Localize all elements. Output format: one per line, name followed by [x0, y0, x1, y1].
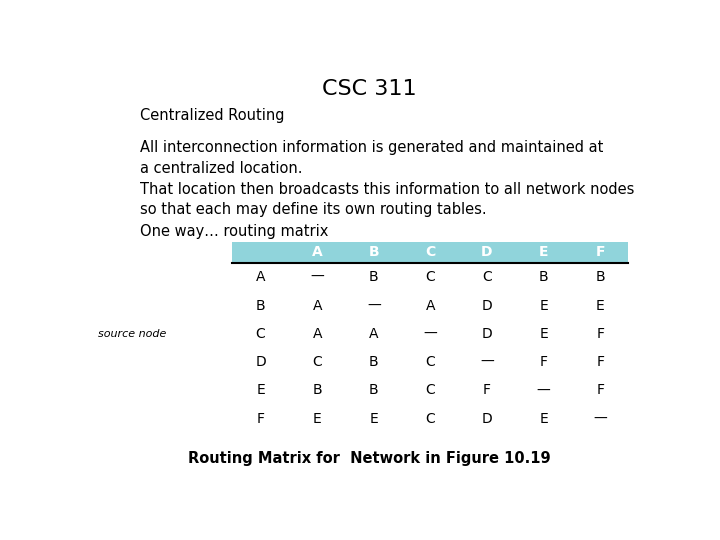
Text: —: — [480, 355, 494, 369]
Text: F: F [596, 327, 604, 341]
Text: —: — [593, 411, 607, 426]
Text: A: A [312, 299, 322, 313]
Text: B: B [369, 271, 379, 284]
Text: B: B [595, 271, 605, 284]
Text: —: — [423, 327, 437, 341]
Text: F: F [483, 383, 491, 397]
Text: C: C [482, 271, 492, 284]
Text: F: F [596, 383, 604, 397]
Text: C: C [426, 383, 436, 397]
Text: E: E [539, 245, 549, 259]
Text: B: B [369, 383, 379, 397]
Text: CSC 311: CSC 311 [322, 79, 416, 99]
Text: —: — [310, 271, 324, 284]
Text: A: A [312, 245, 323, 259]
Bar [233, 241, 629, 263]
Text: B: B [369, 355, 379, 369]
Text: A: A [369, 327, 379, 341]
Text: D: D [482, 411, 492, 426]
Text: B: B [256, 299, 266, 313]
Text: F: F [256, 411, 264, 426]
Text: Routing Matrix for  Network in Figure 10.19: Routing Matrix for Network in Figure 10.… [188, 451, 550, 467]
Text: E: E [256, 383, 265, 397]
Text: C: C [426, 411, 436, 426]
Text: E: E [539, 299, 548, 313]
Text: E: E [539, 327, 548, 341]
Text: B: B [539, 271, 549, 284]
Text: C: C [312, 355, 322, 369]
Text: D: D [482, 327, 492, 341]
Text: C: C [426, 271, 436, 284]
Text: A: A [426, 299, 435, 313]
Text: One way… routing matrix: One way… routing matrix [140, 224, 328, 239]
Text: D: D [481, 245, 492, 259]
Text: D: D [482, 299, 492, 313]
Text: E: E [312, 411, 322, 426]
Text: Centralized Routing: Centralized Routing [140, 109, 284, 124]
Text: C: C [426, 245, 436, 259]
Text: A: A [256, 271, 266, 284]
Text: source node: source node [98, 329, 166, 339]
Text: That location then broadcasts this information to all network nodes
so that each: That location then broadcasts this infor… [140, 182, 634, 218]
Text: F: F [539, 355, 548, 369]
Text: B: B [369, 245, 379, 259]
Text: A: A [312, 327, 322, 341]
Text: D: D [255, 355, 266, 369]
Text: C: C [426, 355, 436, 369]
Text: E: E [369, 411, 378, 426]
Text: F: F [596, 355, 604, 369]
Text: All interconnection information is generated and maintained at
a centralized loc: All interconnection information is gener… [140, 140, 603, 176]
Text: —: — [536, 383, 551, 397]
Text: E: E [539, 411, 548, 426]
Text: C: C [256, 327, 266, 341]
Text: E: E [595, 299, 605, 313]
Text: F: F [595, 245, 605, 259]
Text: B: B [312, 383, 322, 397]
Text: —: — [367, 299, 381, 313]
